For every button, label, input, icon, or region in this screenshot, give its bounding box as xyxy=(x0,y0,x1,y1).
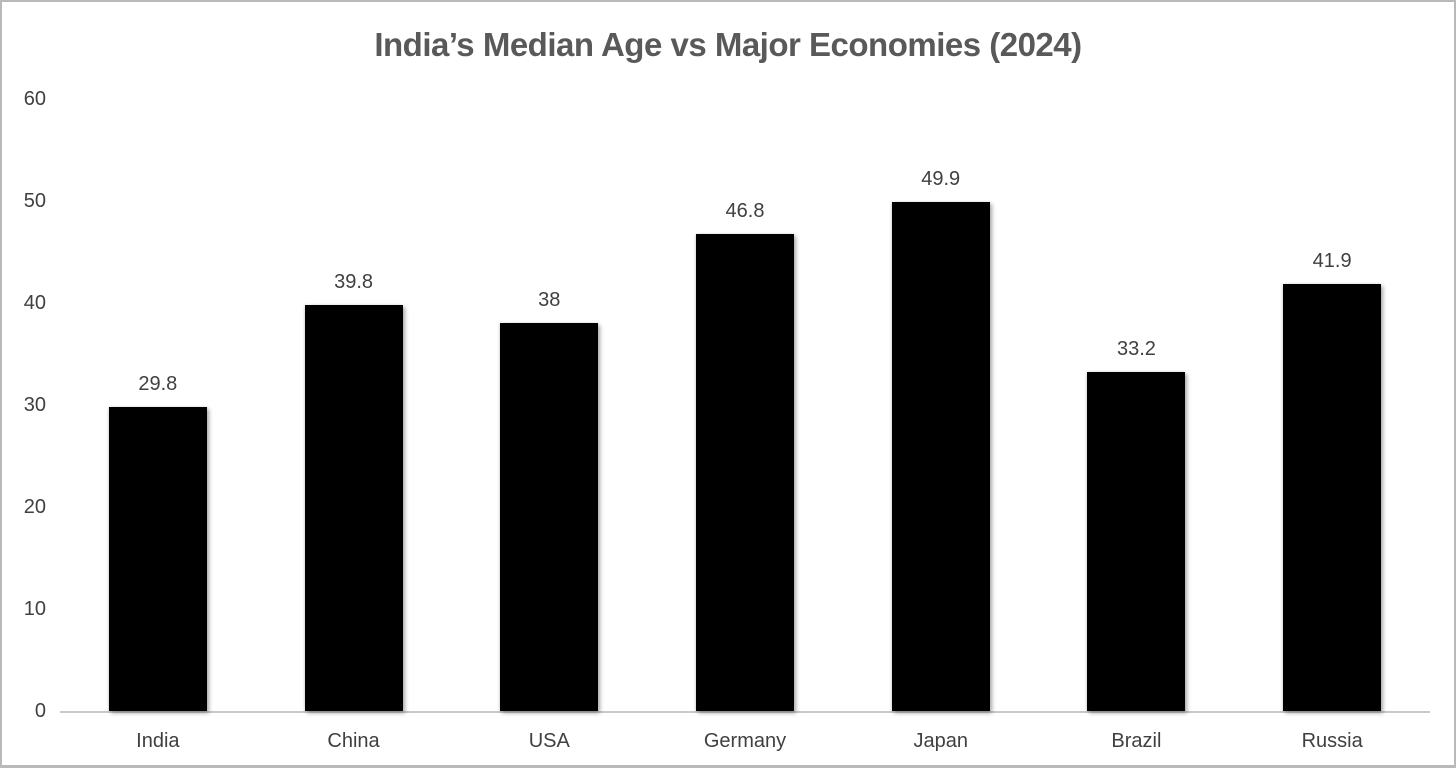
bar-value-label: 39.8 xyxy=(334,271,374,294)
category-label: Japan xyxy=(913,730,968,752)
y-axis-tick-label: 0 xyxy=(34,700,46,722)
bar xyxy=(1087,372,1186,711)
x-axis-line xyxy=(60,711,1430,713)
y-axis-tick-label: 20 xyxy=(23,496,46,518)
bar xyxy=(304,305,403,711)
bar xyxy=(891,202,990,711)
y-axis-tick-label: 50 xyxy=(23,190,46,212)
y-axis-tick-label: 10 xyxy=(23,598,46,620)
bar xyxy=(108,407,207,711)
chart-title: India’s Median Age vs Major Economies (2… xyxy=(374,26,1082,63)
bar-value-label: 38 xyxy=(538,289,561,312)
y-axis-tick-label: 60 xyxy=(23,88,46,110)
bar xyxy=(696,233,794,711)
bar-value-label: 46.8 xyxy=(725,199,765,222)
category-label: USA xyxy=(528,730,570,752)
category-label: India xyxy=(136,730,180,752)
bar-value-label: 41.9 xyxy=(1312,249,1352,272)
y-axis-tick-label: 40 xyxy=(23,292,46,314)
bar-value-label: 29.8 xyxy=(138,373,178,396)
bar-value-label: 49.9 xyxy=(921,168,961,191)
bar xyxy=(500,323,599,711)
category-label: Germany xyxy=(703,730,787,752)
category-label: China xyxy=(327,730,380,752)
bar xyxy=(1283,283,1382,711)
bar-value-label: 33.2 xyxy=(1116,338,1156,361)
category-label: Brazil xyxy=(1111,730,1162,752)
category-label: Russia xyxy=(1301,730,1363,752)
y-axis-tick-label: 30 xyxy=(23,394,46,416)
